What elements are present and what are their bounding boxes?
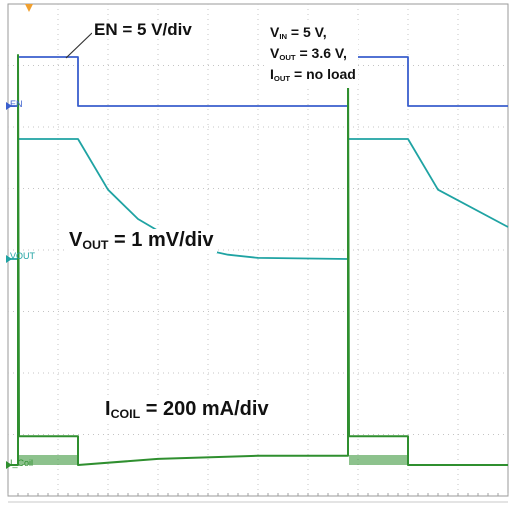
iout-condition: IOUT = no load [270, 65, 356, 83]
ground-marker [6, 255, 12, 263]
channel-label-en: EN [9, 100, 24, 109]
en-scale-annotation: EN = 5 V/div [92, 20, 194, 39]
channel-label-vout: VOUT [9, 252, 36, 261]
channel-label-text: VOUT [10, 251, 36, 261]
trigger-markers [6, 4, 93, 469]
ground-marker [6, 102, 12, 110]
channel-label-text: I_Coil [10, 458, 34, 468]
vout-scale-annotation: VOUT = 1 mV/div [66, 229, 217, 253]
vout-condition: VOUT = 3.6 V, [270, 44, 347, 62]
channel-label-text: EN [10, 99, 23, 109]
icoil-scale-annotation: ICOIL = 200 mA/div [102, 398, 272, 422]
trigger-marker [25, 4, 33, 12]
series-i-coil-trace [8, 54, 508, 466]
operating-conditions-annotation: VIN = 5 V, VOUT = 3.6 V, IOUT = no load [268, 23, 358, 88]
icoil-switching-band [349, 455, 408, 465]
icoil-switching-band [19, 455, 78, 465]
plot-grid [7, 3, 509, 503]
en-annotation-leader [65, 32, 93, 59]
vin-condition: VIN = 5 V, [270, 24, 327, 41]
ground-marker [6, 461, 12, 469]
channel-label-icoil: I_Coil [9, 459, 34, 468]
